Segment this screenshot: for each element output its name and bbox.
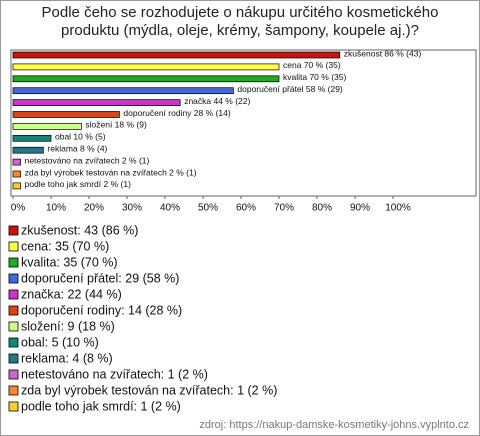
legend-label: značka: 22 (44 %) (21, 287, 122, 301)
legend-swatch (8, 241, 19, 252)
legend-swatch (8, 401, 19, 412)
x-tick-label: 60% (236, 203, 256, 214)
legend-label: doporučení přátel: 29 (58 %) (21, 271, 179, 285)
legend-label: zkušenost: 43 (86 %) (21, 223, 138, 237)
bar (12, 75, 280, 83)
legend-label: podle toho jak smrdí: 1 (2 %) (21, 399, 181, 413)
bar (12, 134, 52, 142)
x-tick-label: 90% (350, 203, 370, 214)
legend-swatch (8, 337, 19, 348)
legend-label: obal: 5 (10 %) (21, 335, 99, 349)
plot-frame (10, 49, 477, 197)
x-tick-label: 10% (46, 203, 66, 214)
bar-label: doporučení přátel 58 % (29) (237, 84, 343, 94)
bar (12, 170, 21, 178)
bar (12, 99, 181, 106)
bar (12, 182, 21, 190)
legend-label: kvalita: 35 (70 %) (21, 255, 118, 269)
bar-label: podle toho jak smrdí 2 % (1) (25, 179, 131, 189)
source: zdroj: https://nakup-damske-kosmetiky-jo… (199, 419, 469, 431)
legend-label: cena: 35 (70 %) (21, 239, 109, 253)
legend-label: netestováno na zvířatech: 1 (2 %) (21, 367, 208, 381)
legend-swatch (8, 305, 19, 316)
bar-label: obal 10 % (5) (55, 132, 106, 142)
x-tick-label: 40% (160, 203, 180, 214)
bar (12, 63, 280, 71)
x-tick-label: 0% (11, 203, 26, 214)
x-tick-label: 50% (198, 203, 218, 214)
legend-label: složení: 9 (18 %) (21, 319, 115, 333)
x-tick-label: 30% (122, 203, 142, 214)
bar-label: netestováno na zvířatech 2 % (1) (25, 155, 150, 165)
legend-swatch (8, 225, 19, 236)
x-tick-label: 20% (84, 203, 104, 214)
legend-label: zda byl výrobek testován na zvířatech: 1… (21, 383, 277, 397)
bar-label: značka 44 % (22) (184, 96, 250, 106)
legend-swatch (8, 385, 19, 396)
bar-label: reklama 8 % (4) (47, 143, 107, 153)
bar (12, 51, 341, 59)
bar (12, 111, 120, 118)
legend-swatch (8, 273, 19, 284)
legend-swatch (8, 369, 19, 380)
legend-label: reklama: 4 (8 %) (21, 351, 113, 365)
x-tick-label: 70% (274, 203, 294, 214)
legend-swatch (8, 353, 19, 364)
legend-swatch (8, 257, 19, 268)
bar (12, 87, 234, 95)
bar-label: složení 18 % (9) (85, 120, 147, 130)
x-tick-label: 100% (385, 203, 411, 214)
x-tick-label: 80% (312, 203, 332, 214)
chart-title: Podle čeho se rozhodujete o nákupu určit… (41, 4, 439, 39)
bar (12, 123, 82, 130)
legend-label: doporučení rodiny: 14 (28 %) (21, 303, 182, 317)
bar (12, 158, 21, 166)
bar-label: zkušenost 86 % (43) (344, 48, 422, 58)
bar-label: cena 70 % (35) (283, 60, 341, 70)
bar (12, 146, 44, 154)
legend-swatch (8, 289, 19, 300)
bar-label: doporučení rodiny 28 % (14) (123, 108, 230, 118)
bar-label: zda byl výrobek testován na zvířatech 2 … (25, 167, 197, 177)
bar-label: kvalita 70 % (35) (283, 72, 346, 82)
legend-swatch (8, 321, 19, 332)
